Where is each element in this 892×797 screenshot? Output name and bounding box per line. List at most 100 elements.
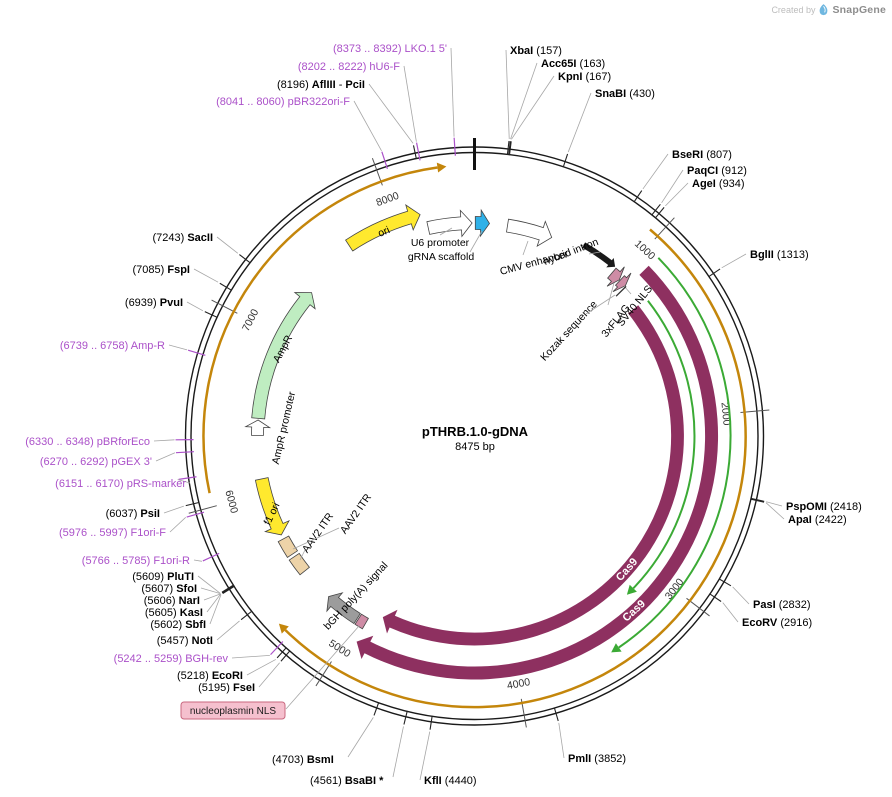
- enzyme-tick-bseri: [633, 190, 643, 203]
- enzyme-tick-paqci: [651, 203, 661, 216]
- watermark-brand: SnapGene: [832, 4, 886, 16]
- orf-frame-cas9-inner-arrowhead-icon: [626, 584, 637, 595]
- enzyme-site-agei: AgeI (934): [692, 178, 745, 190]
- primer-leader-f1ori-f: [169, 517, 187, 533]
- primer-tick-amp-r: [187, 349, 206, 356]
- aav2-itr-2-leader: [292, 527, 340, 550]
- primer-site-f1ori-f: (5976 .. 5997) F1ori-F: [59, 527, 166, 539]
- snapgene-logo-icon: [820, 4, 828, 16]
- kozak-label: Kozak sequence: [538, 298, 600, 363]
- enzyme-site-snabi: SnaBI (430): [595, 88, 655, 100]
- enzyme-leader-fspi: [193, 268, 219, 283]
- primer-site-bgh-rev: (5242 .. 5259) BGH-rev: [114, 653, 229, 665]
- enzyme-tick-apai: [750, 498, 765, 503]
- enzyme-leader-snabi: [567, 92, 592, 153]
- primer-leader-pbr322ori-f: [353, 100, 382, 151]
- primer-leader-pgex-3: [155, 452, 176, 462]
- enzyme-site-fsei: (5195) FseI: [198, 682, 255, 694]
- enzyme-leader-bglii: [721, 253, 747, 269]
- primer-tick-f1ori-r: [202, 552, 220, 562]
- enzyme-leader-pspomi: [766, 501, 783, 507]
- enzyme-site-sfoi: (5607) SfoI: [141, 583, 197, 595]
- enzyme-site-sacii: (7243) SacII: [152, 232, 213, 244]
- nucleoplasmin-nls-leader: [285, 625, 360, 710]
- scale-label-7000: 7000: [240, 307, 261, 333]
- scale-tick-6000: [188, 505, 217, 514]
- primer-leader-lko1-5: [450, 47, 455, 137]
- enzyme-tick-pvui: [204, 311, 218, 319]
- enzyme-site-sbfi: (5602) SbfI: [150, 619, 206, 631]
- enzyme-leader-afliii-pcii: [368, 83, 414, 144]
- nucleoplasmin-nls-label-box: [180, 701, 286, 720]
- feature-aav2-itr-2: [277, 535, 299, 558]
- enzyme-tick-kfli: [429, 715, 433, 730]
- aav2-itr-2-label: AAV2 ITR: [338, 491, 374, 536]
- orf-frame-left-arrowhead-icon: [436, 162, 447, 173]
- enzyme-leader-xbai: [505, 49, 510, 140]
- primer-leader-prs-marker: [177, 479, 191, 484]
- enzyme-tick-noti: [240, 610, 253, 621]
- primer-leader-hu6-f: [403, 65, 417, 142]
- feature-ori: [345, 204, 421, 252]
- enzyme-site-bsmi: (4703) BsmI: [272, 754, 334, 766]
- enzyme-site-ecorv: EcoRV (2916): [742, 617, 812, 629]
- enzyme-site-apai: ApaI (2422): [788, 514, 847, 526]
- feature-hybrid-intron: [582, 242, 616, 268]
- enzyme-site-pluti: (5609) PluTI: [132, 571, 194, 583]
- enzyme-site-psii: (6037) PsiI: [106, 508, 160, 520]
- feature-f1-ori: [254, 477, 290, 536]
- enzyme-leader-noti: [216, 620, 240, 641]
- primer-site-prs-marker: (6151 .. 6170) pRS-marker: [55, 478, 186, 490]
- primer-tick-lko1-5: [453, 137, 456, 156]
- enzyme-tick-ecori: [276, 647, 287, 659]
- primer-site-amp-r: (6739 .. 6758) Amp-R: [60, 340, 165, 352]
- feature-bgh-polya: [326, 592, 361, 625]
- feature-aav2-itr-1: [288, 552, 310, 576]
- enzyme-site-pvui: (6939) PvuI: [125, 297, 183, 309]
- plasmid-size: 8475 bp: [455, 441, 495, 453]
- orf-frame-cas9-outer-arrowhead-icon: [611, 643, 622, 653]
- enzyme-site-paqci: PaqCI (912): [687, 165, 747, 177]
- enzyme-leader-psii: [163, 505, 184, 514]
- feature-flag-3x: [606, 266, 625, 287]
- primer-site-pgex-3: (6270 .. 6292) pGEX 3': [40, 456, 152, 468]
- orf-frame-right-arrowhead-icon: [278, 623, 289, 634]
- enzyme-site-ecori: (5218) EcoRI: [177, 670, 243, 682]
- flag-3x-leader: [607, 282, 615, 306]
- enzyme-tick-bsmi: [373, 702, 380, 716]
- enzyme-leader-pvui: [186, 301, 204, 312]
- enzyme-leader-sbfi: [209, 594, 222, 625]
- enzyme-leader-sacii: [216, 236, 239, 254]
- enzyme-leader-kpni: [511, 75, 555, 140]
- scale-label-6000: 6000: [222, 489, 240, 515]
- enzyme-leader-agei: [665, 182, 689, 207]
- enzyme-tick-fsei: [280, 650, 291, 662]
- enzyme-leader-acc65i: [510, 62, 538, 140]
- primer-leader-pbrforeco: [153, 439, 175, 442]
- snapgene-watermark: Created by SnapGene: [771, 3, 886, 17]
- primer-site-lko1-5: (8373 .. 8392) LKO.1 5': [333, 43, 447, 55]
- primer-tick-bgh-rev: [270, 641, 284, 656]
- enzyme-leader-kfli: [419, 731, 431, 781]
- primer-site-hu6-f: (8202 .. 8222) hU6-F: [298, 61, 400, 73]
- ampr-promoter-label: AmpR promoter: [270, 390, 298, 465]
- enzyme-leader-bsmi: [347, 717, 374, 758]
- enzyme-tick-bsabi: [403, 710, 408, 725]
- enzyme-leader-bseri: [642, 153, 669, 190]
- enzyme-leader-sfoi: [200, 587, 221, 595]
- feature-orf-frame-cas9-inner: [632, 300, 696, 589]
- enzyme-tick-snabi: [562, 153, 569, 168]
- enzyme-site-kpni: KpnI (167): [558, 71, 611, 83]
- hybrid-intron-leader: [588, 251, 601, 255]
- enzyme-leader-pluti: [197, 575, 221, 594]
- primer-leader-amp-r: [168, 344, 188, 351]
- enzyme-tick-fspi: [219, 282, 233, 291]
- enzyme-leader-ecorv: [722, 602, 739, 623]
- enzyme-tick-agei: [654, 207, 665, 219]
- enzyme-site-bglii: BglII (1313): [750, 249, 809, 261]
- feature-cas9-outer: [356, 265, 719, 680]
- enzyme-site-nari: (5606) NarI: [144, 595, 200, 607]
- feature-kozak: [615, 285, 627, 297]
- kozak-leader: [585, 294, 616, 315]
